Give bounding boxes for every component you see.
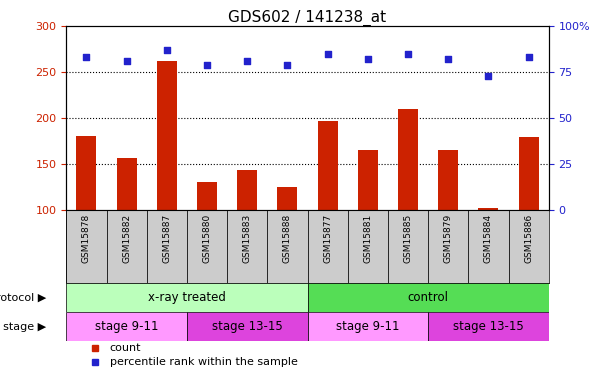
Text: GSM15886: GSM15886: [524, 214, 533, 263]
Bar: [308, 210, 348, 284]
Text: GSM15881: GSM15881: [364, 214, 372, 263]
Bar: [197, 182, 217, 210]
Text: protocol ▶: protocol ▶: [0, 293, 46, 303]
Bar: [107, 210, 147, 284]
Bar: [267, 210, 308, 284]
Text: GSM15879: GSM15879: [444, 214, 453, 263]
Point: [242, 58, 252, 64]
Text: GSM15884: GSM15884: [484, 214, 493, 263]
Text: stage 9-11: stage 9-11: [95, 320, 159, 333]
Point: [484, 73, 493, 79]
Text: stage 13-15: stage 13-15: [453, 320, 524, 333]
Bar: [519, 137, 538, 210]
Text: development stage ▶: development stage ▶: [0, 322, 46, 332]
Point: [162, 47, 172, 53]
Bar: [66, 210, 107, 284]
Bar: [77, 136, 96, 210]
Bar: [116, 158, 137, 210]
Bar: [187, 312, 308, 341]
Bar: [428, 312, 549, 341]
Bar: [398, 109, 418, 210]
Bar: [438, 150, 458, 210]
Text: GSM15883: GSM15883: [243, 214, 251, 263]
Point: [81, 54, 91, 60]
Bar: [66, 312, 187, 341]
Text: GSM15885: GSM15885: [403, 214, 412, 263]
Bar: [388, 210, 428, 284]
Point: [122, 58, 131, 64]
Title: GDS602 / 141238_at: GDS602 / 141238_at: [229, 10, 387, 26]
Text: x-ray treated: x-ray treated: [148, 291, 226, 304]
Bar: [478, 208, 499, 210]
Text: stage 13-15: stage 13-15: [212, 320, 283, 333]
Bar: [308, 312, 428, 341]
Bar: [237, 170, 257, 210]
Bar: [318, 121, 338, 210]
Text: percentile rank within the sample: percentile rank within the sample: [110, 357, 298, 367]
Point: [524, 54, 534, 60]
Bar: [277, 187, 297, 210]
Text: GSM15880: GSM15880: [203, 214, 212, 263]
Bar: [428, 210, 469, 284]
Bar: [308, 284, 549, 312]
Text: GSM15882: GSM15882: [122, 214, 131, 263]
Bar: [348, 210, 388, 284]
Point: [443, 56, 453, 62]
Bar: [227, 210, 267, 284]
Text: GSM15878: GSM15878: [82, 214, 91, 263]
Point: [283, 62, 292, 68]
Bar: [66, 284, 308, 312]
Bar: [469, 210, 508, 284]
Text: GSM15888: GSM15888: [283, 214, 292, 263]
Bar: [508, 210, 549, 284]
Bar: [358, 150, 378, 210]
Point: [403, 51, 413, 57]
Point: [323, 51, 332, 57]
Bar: [187, 210, 227, 284]
Text: GSM15887: GSM15887: [162, 214, 171, 263]
Text: stage 9-11: stage 9-11: [336, 320, 400, 333]
Point: [363, 56, 373, 62]
Bar: [157, 61, 177, 210]
Point: [202, 62, 212, 68]
Bar: [147, 210, 187, 284]
Text: count: count: [110, 343, 141, 353]
Text: control: control: [408, 291, 449, 304]
Text: GSM15877: GSM15877: [323, 214, 332, 263]
